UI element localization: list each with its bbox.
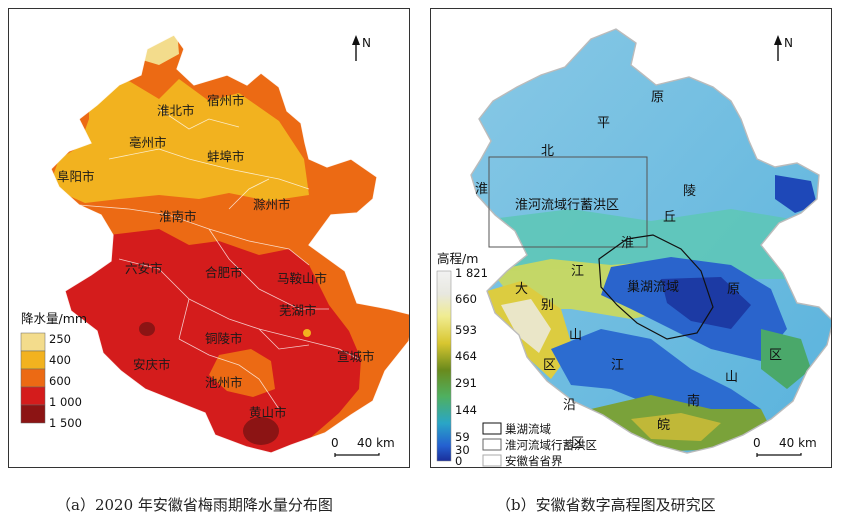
precipitation-map: 淮北市 宿州市 亳州市 蚌埠市 阜阳市 滁州市 淮南市 六安市 合肥市 马鞍山市…	[20, 34, 409, 457]
region-char: 南	[687, 393, 700, 409]
svg-text:40 km: 40 km	[779, 436, 817, 450]
city-label: 阜阳市	[57, 169, 95, 184]
city-boundaries	[78, 108, 360, 410]
legend-label: 600	[49, 374, 71, 388]
legend-swatch	[482, 438, 502, 451]
region-char: 原	[727, 282, 740, 297]
scale-bar: 0 40 km	[753, 436, 817, 457]
svg-text:N: N	[362, 36, 371, 50]
elevation-tick: 660	[455, 292, 477, 306]
elevation-tick: 291	[455, 376, 477, 390]
legend-swatch	[482, 422, 502, 435]
city-label: 亳州市	[129, 135, 167, 150]
caption-b: （b）安徽省数字高程图及研究区	[496, 496, 716, 514]
legend-swatch	[20, 368, 46, 388]
legend-label: 1 000	[49, 395, 82, 409]
precipitation-legend: 降水量/mm 250 400 600 1 000 1 500	[20, 311, 87, 430]
legend-swatch	[20, 386, 46, 406]
elevation-map-panel: 原 平 北 淮 陵 丘 淮 江 原 区 大 别 山 区 江 山 沿 区 皖 南 …	[430, 8, 832, 468]
region-char: 原	[651, 90, 664, 105]
region-char: 陵	[683, 184, 696, 199]
elevation-legend-title: 高程/m	[437, 251, 478, 266]
elevation-legend: 高程/m 1 821 660 593 464 291 144 59 30 0	[436, 251, 488, 468]
city-label: 蚌埠市	[207, 149, 245, 164]
city-label: 合肥市	[205, 265, 243, 280]
caption-a: （a）2020 年安徽省梅雨期降水量分布图	[56, 496, 333, 514]
region-char: 区	[769, 348, 782, 363]
chaohu-basin-label: 巢湖流域	[627, 280, 679, 295]
region-char: 大	[515, 282, 528, 297]
legend-title: 降水量/mm	[21, 311, 87, 326]
city-label: 淮南市	[159, 209, 197, 224]
legend-swatch	[20, 404, 46, 424]
region-char: 江	[611, 358, 624, 373]
region-char: 皖	[657, 418, 670, 433]
city-label: 铜陵市	[205, 331, 243, 346]
chaohu-basin-outline	[598, 234, 714, 340]
elevation-tick: 30	[455, 443, 470, 457]
svg-text:0: 0	[331, 436, 339, 450]
legend-swatch	[482, 454, 502, 467]
svg-text:40 km: 40 km	[357, 436, 395, 450]
svg-text:N: N	[784, 36, 793, 50]
region-char: 区	[543, 358, 556, 373]
region-char: 区	[571, 436, 584, 451]
region-char: 平	[597, 116, 610, 131]
huai-floodplain-label: 淮河流域行蓄洪区	[515, 198, 619, 213]
north-arrow-icon: N	[352, 35, 371, 61]
north-arrow-icon: N	[774, 35, 793, 61]
legend-label: 400	[49, 353, 71, 367]
elevation-tick: 593	[455, 323, 477, 337]
city-label: 宣城市	[337, 349, 375, 364]
region-char: 山	[725, 370, 738, 385]
elevation-tick: 1 821	[455, 266, 488, 280]
legend-label: 1 500	[49, 416, 82, 430]
legend-swatch	[20, 332, 46, 352]
region-char: 山	[569, 328, 582, 343]
region-char: 淮	[475, 182, 488, 197]
legend-label: 250	[49, 332, 71, 346]
legend-label: 淮河流域行蓄洪区	[505, 438, 597, 452]
legend-swatch	[20, 350, 46, 370]
huai-floodplain-box	[488, 156, 648, 248]
city-label: 六安市	[125, 261, 163, 276]
elevation-tick: 0	[455, 454, 462, 468]
svg-text:0: 0	[753, 436, 761, 450]
scale-bar: 0 40 km	[331, 436, 395, 457]
city-label: 淮北市	[157, 103, 195, 118]
region-char: 沿	[563, 398, 576, 413]
city-label: 马鞍山市	[277, 271, 327, 286]
province-boundary	[470, 28, 831, 454]
elevation-colorbar	[436, 270, 452, 462]
legend-label: 安徽省省界	[505, 454, 563, 468]
city-label: 滁州市	[253, 197, 291, 212]
city-label: 黄山市	[249, 405, 287, 420]
boundary-legend: 巢湖流域 淮河流域行蓄洪区 安徽省省界	[482, 422, 597, 468]
region-char: 北	[541, 144, 554, 159]
precipitation-map-panel: 淮北市 宿州市 亳州市 蚌埠市 阜阳市 滁州市 淮南市 六安市 合肥市 马鞍山市…	[8, 8, 410, 468]
region-char: 别	[541, 298, 554, 313]
elevation-tick: 59	[455, 430, 470, 444]
region-char: 淮	[621, 236, 634, 251]
city-label: 池州市	[205, 375, 243, 390]
city-label: 安庆市	[133, 357, 171, 372]
region-char: 丘	[663, 210, 676, 225]
legend-label: 巢湖流域	[505, 422, 551, 436]
region-char: 江	[571, 264, 584, 279]
elevation-map: 原 平 北 淮 陵 丘 淮 江 原 区 大 别 山 区 江 山 沿 区 皖 南 …	[436, 28, 831, 468]
elevation-tick: 464	[455, 349, 477, 363]
city-label: 芜湖市	[279, 303, 317, 318]
elevation-tick: 144	[455, 403, 477, 417]
city-label: 宿州市	[207, 93, 245, 108]
